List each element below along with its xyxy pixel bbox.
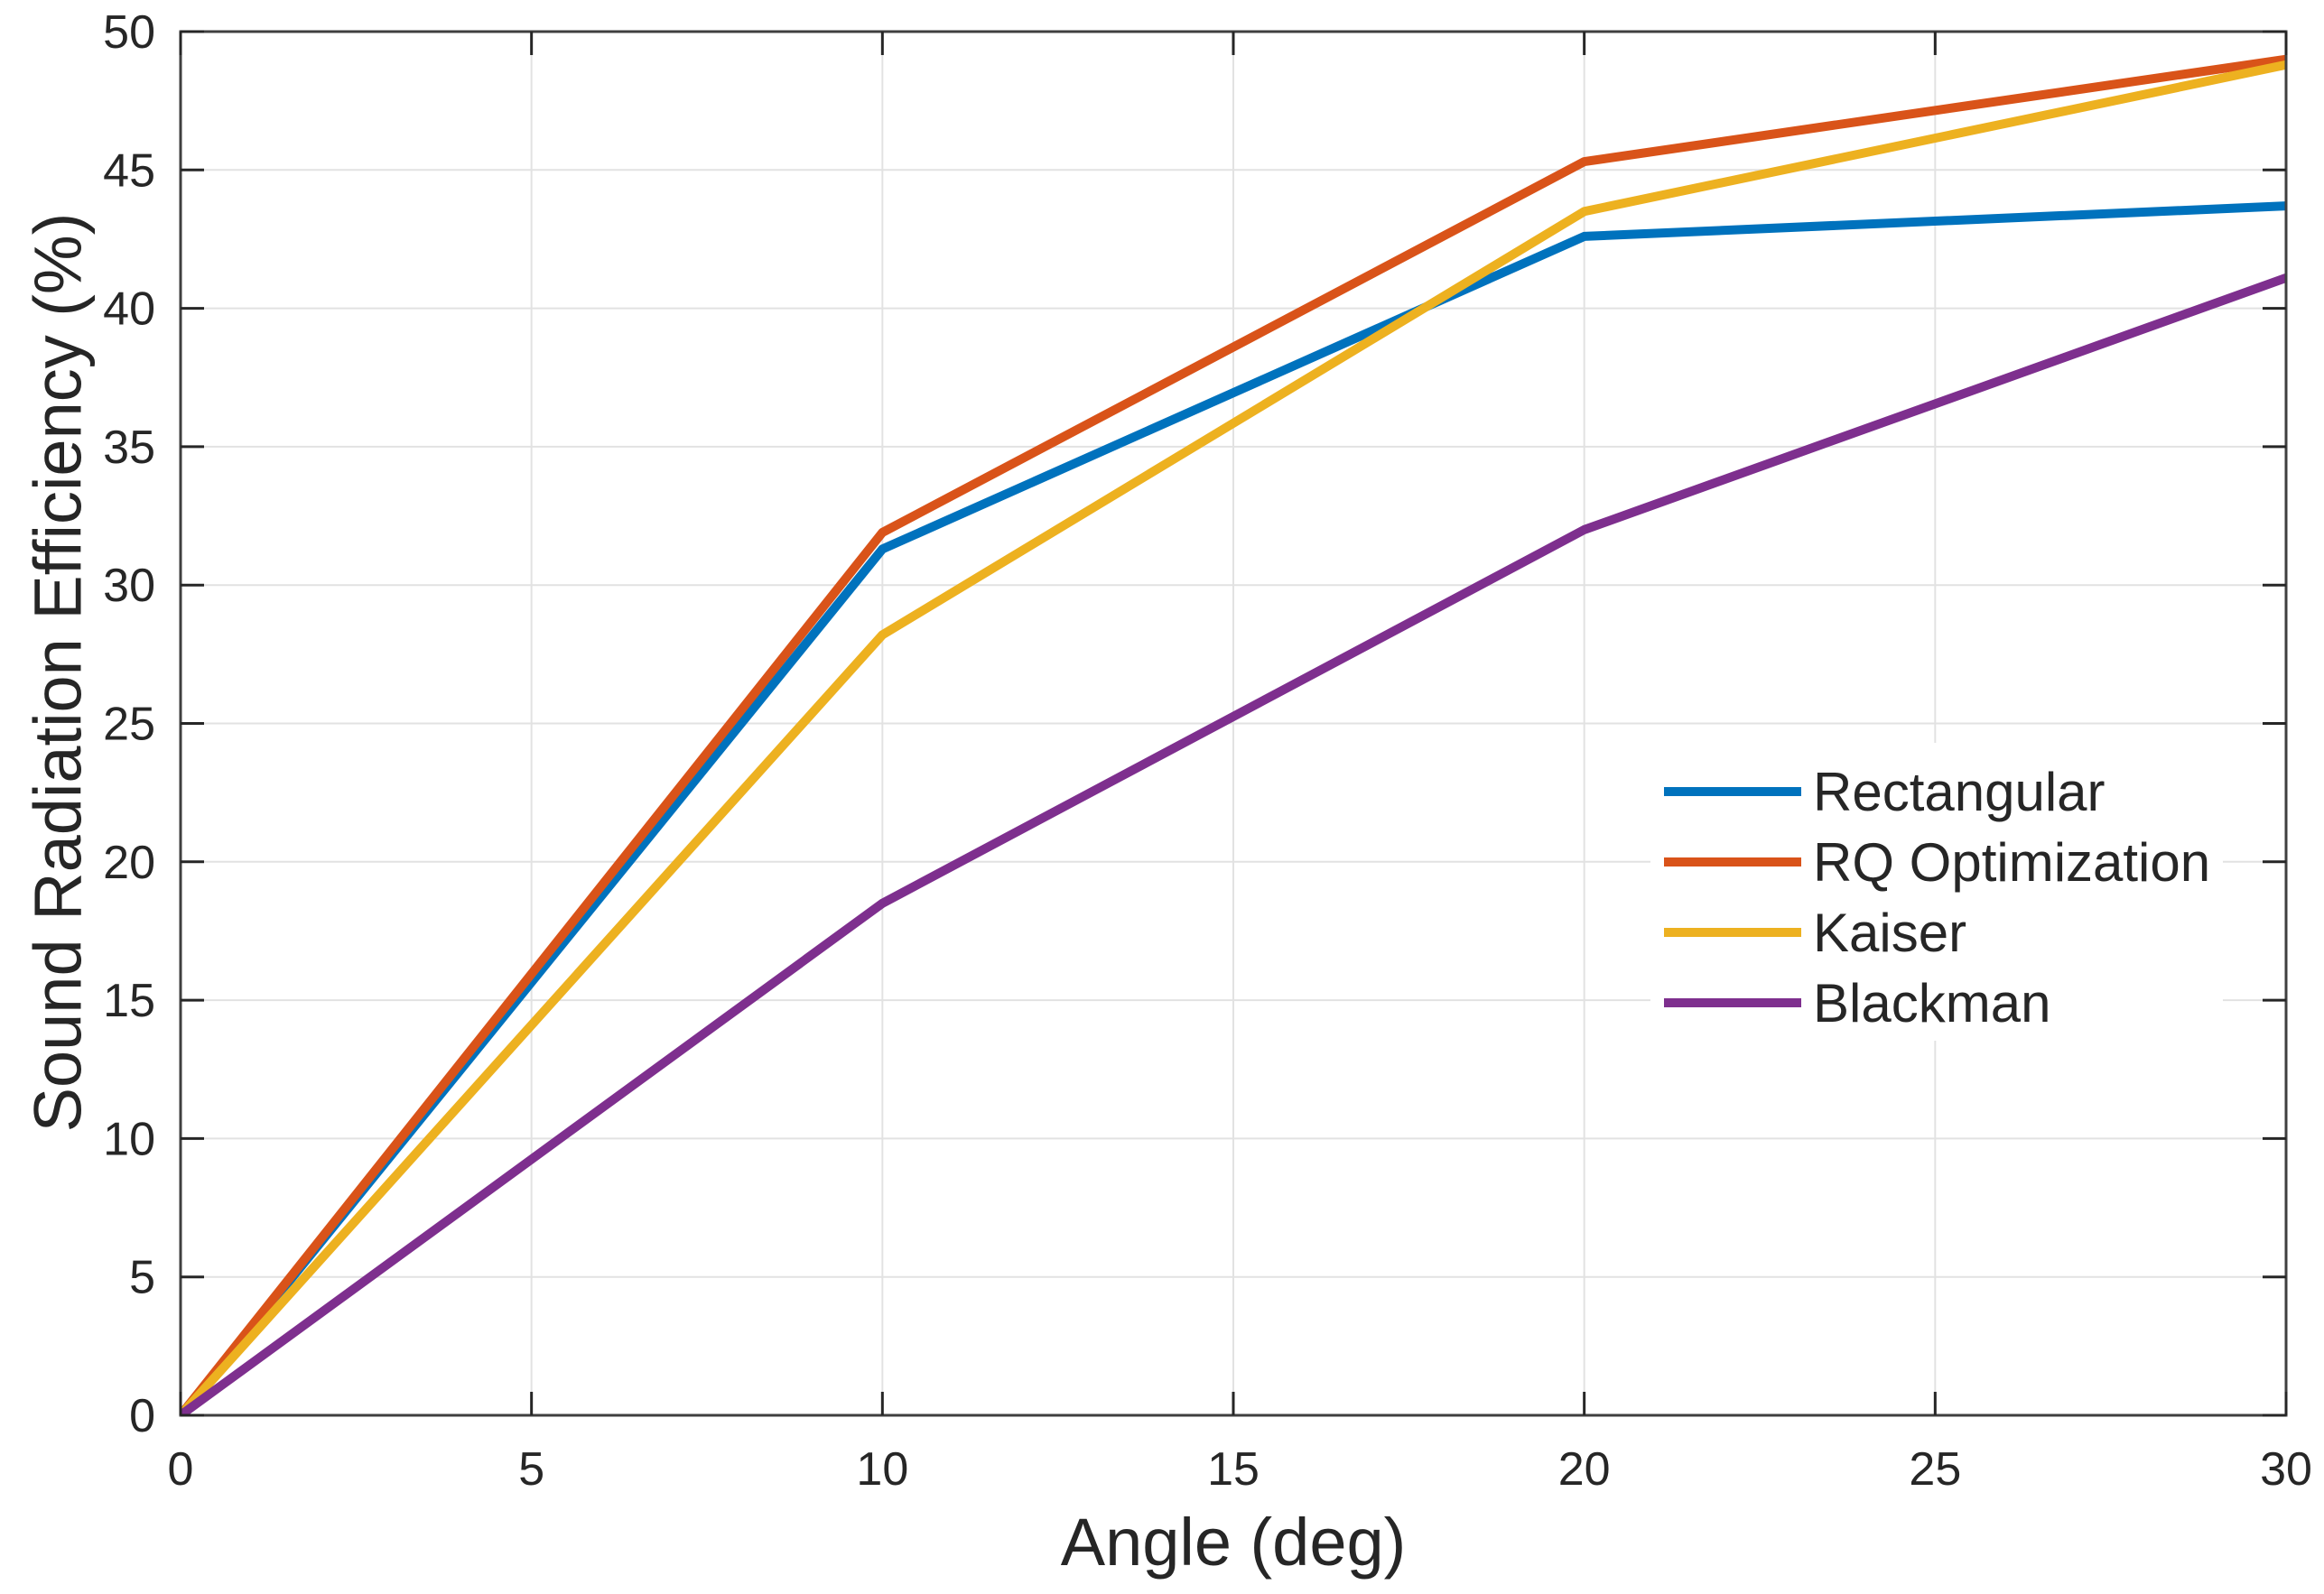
tick-marks [179,30,2288,1417]
legend-label: RQ Optimization [1813,832,2210,893]
x-tick-label: 30 [2260,1443,2312,1496]
x-tick-label: 10 [856,1443,908,1496]
legend: Rectangular RQ Optimization Kaiser Blackman [1650,743,2223,1041]
series-line-blackman [181,273,2286,1415]
y-tick-label: 5 [129,1252,155,1304]
series-line-rq-optimization [181,54,2286,1415]
legend-label: Rectangular [1813,762,2106,822]
series-line-rectangular [181,201,2286,1415]
legend-item: Kaiser [1664,903,1966,963]
y-tick-label: 15 [103,975,155,1027]
y-tick-labels: 0 5 10 15 20 25 30 35 40 45 50 [103,6,155,1442]
y-tick-label: 10 [103,1113,155,1165]
x-tick-label: 0 [168,1443,194,1496]
y-tick-label: 40 [103,283,155,336]
legend-item: Blackman [1664,973,2050,1033]
series-line-kaiser [181,60,2286,1415]
y-axis-label: Sound Radiation Efficiency (%) [20,212,96,1133]
y-tick-label: 35 [103,422,155,474]
legend-label: Blackman [1813,973,2050,1033]
y-tick-label: 50 [103,6,155,59]
x-tick-label: 25 [1909,1443,1961,1496]
x-axis-label: Angle (deg) [1060,1505,1407,1580]
x-tick-label: 5 [518,1443,544,1496]
x-tick-label: 15 [1207,1443,1260,1496]
x-tick-label: 20 [1558,1443,1611,1496]
grid-lines [181,32,2286,1415]
legend-item: RQ Optimization [1664,832,2210,893]
y-tick-label: 25 [103,699,155,751]
y-tick-label: 30 [103,560,155,612]
x-tick-labels: 0 5 10 15 20 25 30 [168,1443,2312,1496]
series-lines [181,54,2286,1415]
y-tick-label: 20 [103,837,155,889]
y-tick-label: 0 [129,1390,155,1442]
legend-label: Kaiser [1813,903,1966,963]
legend-item: Rectangular [1664,762,2106,822]
y-tick-label: 45 [103,144,155,197]
